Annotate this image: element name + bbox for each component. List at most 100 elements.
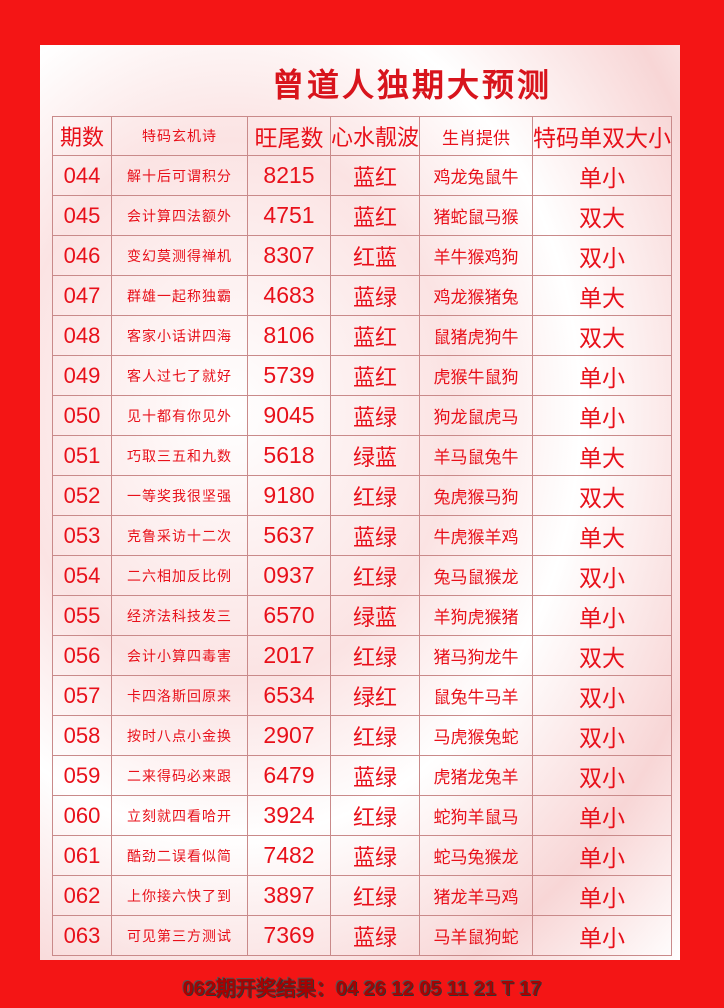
table-cell: 050 xyxy=(52,395,112,436)
table-cell: 绿蓝 xyxy=(329,435,421,476)
table-cell: 红绿 xyxy=(329,475,421,516)
table-cell: 单大 xyxy=(532,275,673,316)
table-cell: 蓝红 xyxy=(329,155,421,196)
table-cell: 猪龙羊马鸡 xyxy=(419,875,534,916)
table-cell: 6570 xyxy=(247,595,331,636)
table-cell: 双大 xyxy=(532,315,673,356)
table-cell: 7482 xyxy=(247,835,331,876)
table-cell: 鸡龙兔鼠牛 xyxy=(419,155,534,196)
table-cell: 055 xyxy=(52,595,112,636)
table-cell: 鼠猪虎狗牛 xyxy=(419,315,534,356)
table-cell: 双大 xyxy=(532,475,673,516)
table-cell: 单大 xyxy=(532,515,673,556)
table-cell: 巧取三五和九数 xyxy=(111,435,248,476)
table-cell: 克鲁采访十二次 xyxy=(111,515,248,556)
table-row: 050 见十都有你见外 9045 蓝绿 狗龙鼠虎马 单小 xyxy=(52,395,673,436)
table-cell: 蛇狗羊鼠马 xyxy=(419,795,534,836)
table-cell: 蓝红 xyxy=(329,195,421,236)
table-cell: 2017 xyxy=(247,635,331,676)
table-cell: 二六相加反比例 xyxy=(111,555,248,596)
table-cell: 见十都有你见外 xyxy=(111,395,248,436)
table-cell: 双小 xyxy=(532,715,673,756)
table-cell: 双大 xyxy=(532,195,673,236)
table-cell: 客人过七了就好 xyxy=(111,355,248,396)
table-cell: 卡四洛斯回原来 xyxy=(111,675,248,716)
table-cell: 045 xyxy=(52,195,112,236)
table-cell: 虎猪龙兔羊 xyxy=(419,755,534,796)
table-row: 054 二六相加反比例 0937 红绿 兔马鼠猴龙 双小 xyxy=(52,555,673,596)
table-row: 045 会计算四法额外 4751 蓝红 猪蛇鼠马猴 双大 xyxy=(52,195,673,236)
table-cell: 蓝红 xyxy=(329,315,421,356)
table-cell: 变幻莫测得禅机 xyxy=(111,235,248,276)
table-cell: 3897 xyxy=(247,875,331,916)
table-cell: 可见第三方测试 xyxy=(111,915,248,956)
column-header: 期数 xyxy=(52,116,112,156)
table-cell: 5637 xyxy=(247,515,331,556)
column-header: 特码玄机诗 xyxy=(111,116,248,156)
table-cell: 单小 xyxy=(532,155,673,196)
table-cell: 8215 xyxy=(247,155,331,196)
table-row: 044 解十后可谓积分 8215 蓝红 鸡龙兔鼠牛 单小 xyxy=(52,155,673,196)
table-cell: 猪蛇鼠马猴 xyxy=(419,195,534,236)
table-cell: 4683 xyxy=(247,275,331,316)
table-cell: 单大 xyxy=(532,435,673,476)
table-cell: 蓝绿 xyxy=(329,515,421,556)
table-cell: 8106 xyxy=(247,315,331,356)
table-cell: 蓝红 xyxy=(329,355,421,396)
table-cell: 双小 xyxy=(532,675,673,716)
table-cell: 6479 xyxy=(247,755,331,796)
table-cell: 4751 xyxy=(247,195,331,236)
table-row: 053 克鲁采访十二次 5637 蓝绿 牛虎猴羊鸡 单大 xyxy=(52,515,673,556)
table-row: 059 二来得码必来跟 6479 蓝绿 虎猪龙兔羊 双小 xyxy=(52,755,673,796)
table-cell: 二来得码必来跟 xyxy=(111,755,248,796)
table-cell: 红绿 xyxy=(329,715,421,756)
table-cell: 9180 xyxy=(247,475,331,516)
table-cell: 狗龙鼠虎马 xyxy=(419,395,534,436)
table-cell: 双大 xyxy=(532,635,673,676)
table-cell: 羊狗虎猴猪 xyxy=(419,595,534,636)
table-row: 056 会计小算四毒害 2017 红绿 猪马狗龙牛 双大 xyxy=(52,635,673,676)
table-cell: 单小 xyxy=(532,595,673,636)
table-cell: 红绿 xyxy=(329,555,421,596)
table-cell: 蓝绿 xyxy=(329,275,421,316)
table-cell: 马虎猴兔蛇 xyxy=(419,715,534,756)
table-cell: 061 xyxy=(52,835,112,876)
table-cell: 054 xyxy=(52,555,112,596)
table-cell: 单小 xyxy=(532,875,673,916)
table-row: 062 上你接六快了到 3897 红绿 猪龙羊马鸡 单小 xyxy=(52,875,673,916)
table-cell: 双小 xyxy=(532,755,673,796)
table-cell: 客家小话讲四海 xyxy=(111,315,248,356)
table-cell: 酷劲二误看似简 xyxy=(111,835,248,876)
table-cell: 红绿 xyxy=(329,795,421,836)
table-cell: 6534 xyxy=(247,675,331,716)
table-cell: 羊马鼠兔牛 xyxy=(419,435,534,476)
table-row: 047 群雄一起称独霸 4683 蓝绿 鸡龙猴猪兔 单大 xyxy=(52,275,673,316)
table-cell: 7369 xyxy=(247,915,331,956)
table-row: 063 可见第三方测试 7369 蓝绿 马羊鼠狗蛇 单小 xyxy=(52,915,673,956)
table-cell: 8307 xyxy=(247,235,331,276)
table-cell: 红绿 xyxy=(329,875,421,916)
table-cell: 060 xyxy=(52,795,112,836)
table-cell: 牛虎猴羊鸡 xyxy=(419,515,534,556)
table-row: 060 立刻就四看哈开 3924 红绿 蛇狗羊鼠马 单小 xyxy=(52,795,673,836)
table-cell: 红蓝 xyxy=(329,235,421,276)
table-row: 046 变幻莫测得禅机 8307 红蓝 羊牛猴鸡狗 双小 xyxy=(52,235,673,276)
table-cell: 兔马鼠猴龙 xyxy=(419,555,534,596)
table-cell: 056 xyxy=(52,635,112,676)
table-cell: 059 xyxy=(52,755,112,796)
column-header: 特码单双大小 xyxy=(532,116,673,156)
table-cell: 044 xyxy=(52,155,112,196)
table-cell: 鸡龙猴猪兔 xyxy=(419,275,534,316)
table-cell: 羊牛猴鸡狗 xyxy=(419,235,534,276)
table-cell: 一等奖我很坚强 xyxy=(111,475,248,516)
table-cell: 047 xyxy=(52,275,112,316)
table-cell: 062 xyxy=(52,875,112,916)
table-row: 051 巧取三五和九数 5618 绿蓝 羊马鼠兔牛 单大 xyxy=(52,435,673,476)
table-cell: 5739 xyxy=(247,355,331,396)
table-cell: 单小 xyxy=(532,395,673,436)
table-cell: 会计小算四毒害 xyxy=(111,635,248,676)
table-cell: 048 xyxy=(52,315,112,356)
table-cell: 9045 xyxy=(247,395,331,436)
table-cell: 单小 xyxy=(532,835,673,876)
table-cell: 046 xyxy=(52,235,112,276)
